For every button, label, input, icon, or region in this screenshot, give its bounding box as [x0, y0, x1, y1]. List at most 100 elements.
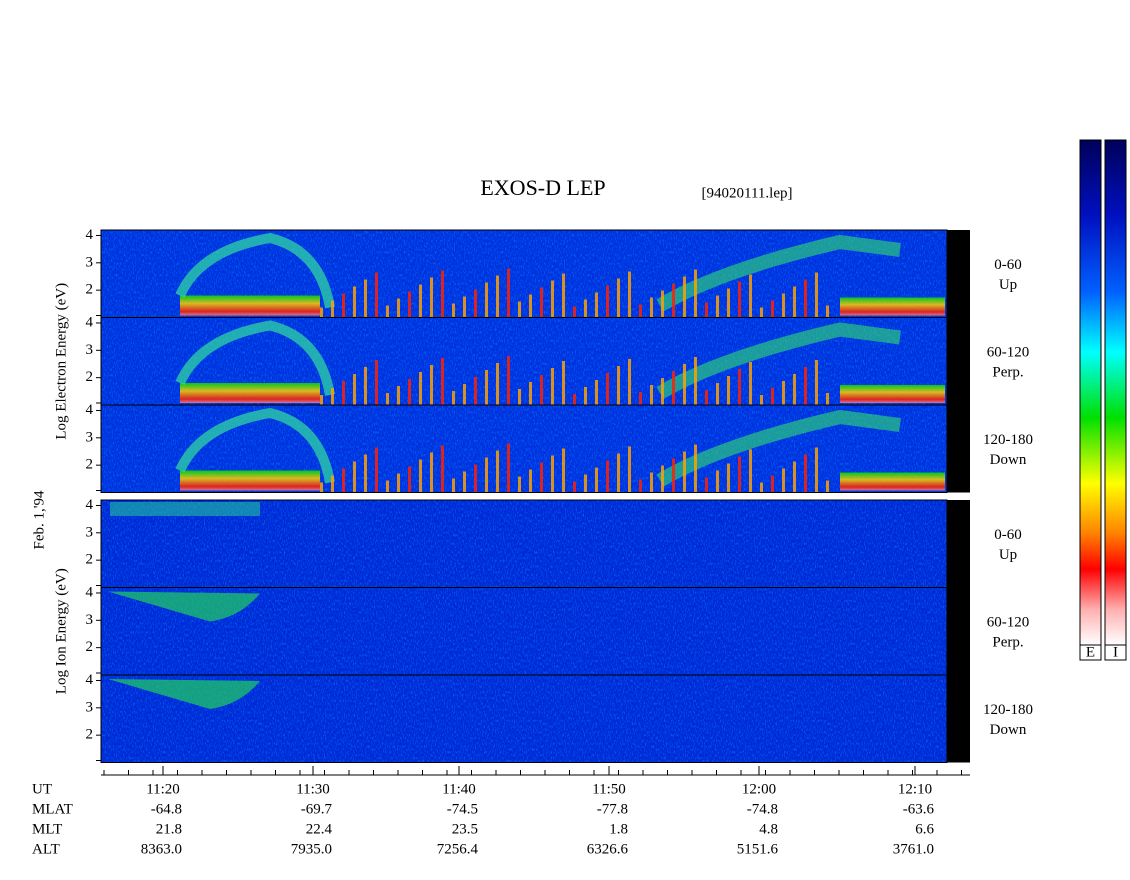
spike: [364, 279, 367, 318]
y-tick-label: 2: [86, 552, 94, 568]
spike: [463, 296, 466, 318]
row-value: 1.8: [609, 821, 628, 837]
spike: [793, 286, 796, 318]
spike: [342, 293, 345, 318]
spike: [727, 288, 730, 318]
spike: [760, 307, 763, 318]
spike: [386, 393, 389, 405]
y-tick-label: 2: [86, 457, 94, 473]
panel-direction: Down: [990, 722, 1027, 738]
colorbar-box: [1079, 644, 1102, 661]
spike: [727, 463, 730, 493]
spike: [529, 382, 532, 405]
colorbar-label: I: [1113, 644, 1118, 660]
spike: [529, 469, 532, 493]
spike: [617, 278, 620, 318]
y-tick-label: 3: [86, 429, 94, 445]
spike: [529, 294, 532, 318]
spike: [408, 466, 411, 493]
spike: [804, 279, 807, 318]
spike: [452, 478, 455, 493]
spike: [331, 475, 334, 493]
spike: [452, 391, 455, 405]
spike: [738, 456, 741, 493]
spike: [496, 275, 499, 318]
spike: [342, 468, 345, 493]
low-energy-band: [840, 472, 945, 491]
spike: [353, 374, 356, 405]
spike: [749, 274, 752, 318]
spike: [628, 271, 631, 318]
spike: [397, 473, 400, 493]
spike: [738, 281, 741, 318]
row-name: MLAT: [32, 801, 73, 817]
date-label: Feb. 1,'94: [31, 490, 47, 549]
spike: [595, 467, 598, 493]
spike: [639, 479, 642, 493]
spike: [617, 366, 620, 405]
spike: [782, 381, 785, 405]
panel-direction: Perp.: [992, 635, 1023, 651]
x-tick-label: 11:20: [146, 781, 180, 797]
spike: [551, 455, 554, 493]
spike: [320, 395, 323, 405]
ion-band: [108, 591, 260, 622]
row-value: -77.8: [597, 801, 628, 817]
spike: [606, 285, 609, 318]
spike: [562, 361, 565, 405]
spike: [364, 367, 367, 405]
spike: [419, 459, 422, 493]
colorbar: [1104, 139, 1127, 646]
spike: [496, 450, 499, 493]
spike: [397, 298, 400, 318]
row-value: 7935.0: [291, 841, 332, 857]
spike: [540, 375, 543, 405]
spike: [320, 307, 323, 318]
black-strip: [947, 675, 970, 763]
spike: [705, 390, 708, 405]
spike: [793, 461, 796, 493]
arc: [175, 407, 335, 484]
spike: [419, 372, 422, 405]
x-tick-label: 12:10: [898, 781, 932, 797]
panel-direction: Up: [999, 547, 1017, 563]
arc: [175, 320, 335, 396]
spike: [485, 282, 488, 318]
spike: [595, 380, 598, 405]
spike: [694, 357, 697, 405]
spike: [430, 277, 433, 318]
spike: [760, 482, 763, 493]
spike: [419, 284, 422, 318]
y-tick-label: 4: [86, 402, 94, 418]
spike: [716, 383, 719, 405]
spike: [826, 480, 829, 493]
row-value: -69.7: [301, 801, 333, 817]
spike: [705, 477, 708, 493]
spike: [331, 388, 334, 405]
spike: [694, 269, 697, 318]
spike: [826, 305, 829, 318]
spike: [441, 270, 444, 318]
spike: [749, 449, 752, 493]
spike: [804, 454, 807, 493]
panel-range: 0-60: [994, 527, 1022, 543]
row-value: 8363.0: [141, 841, 182, 857]
spike: [485, 370, 488, 405]
black-strip: [947, 230, 970, 318]
spike: [518, 389, 521, 405]
spike: [716, 295, 719, 318]
row-value: 21.8: [156, 821, 182, 837]
spike: [650, 472, 653, 493]
chart-title: EXOS-D LEP: [480, 175, 605, 200]
y-tick-label: 2: [86, 639, 94, 655]
ion-band: [110, 502, 260, 516]
spike: [606, 460, 609, 493]
y-tick-label: 4: [86, 672, 94, 688]
spike: [463, 384, 466, 405]
spike: [584, 474, 587, 493]
colorbar-label: E: [1086, 644, 1095, 660]
spike: [661, 378, 664, 405]
x-tick-label: 11:50: [592, 781, 626, 797]
spike: [386, 305, 389, 318]
